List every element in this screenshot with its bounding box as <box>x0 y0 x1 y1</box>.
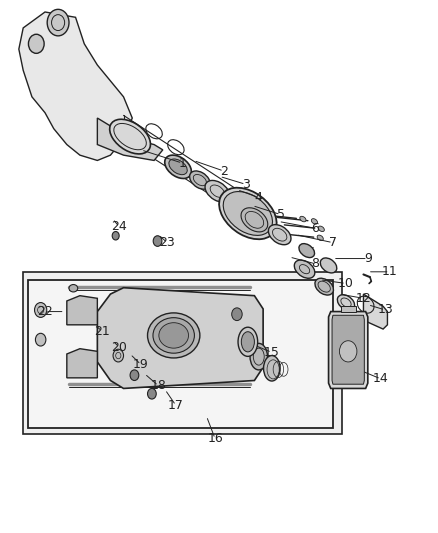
Ellipse shape <box>110 119 150 154</box>
Text: 3: 3 <box>241 178 249 191</box>
Text: 13: 13 <box>377 303 392 317</box>
Text: 15: 15 <box>263 346 279 359</box>
Text: 18: 18 <box>150 379 166 392</box>
Polygon shape <box>67 349 97 378</box>
Text: 10: 10 <box>337 277 353 290</box>
Text: 16: 16 <box>207 432 223 446</box>
Text: 19: 19 <box>133 358 148 371</box>
Text: 20: 20 <box>111 341 127 353</box>
Circle shape <box>35 303 47 317</box>
Text: 14: 14 <box>372 373 388 385</box>
Text: 6: 6 <box>311 222 319 235</box>
Text: 17: 17 <box>168 399 184 412</box>
Text: 22: 22 <box>37 305 53 318</box>
Polygon shape <box>19 12 132 160</box>
Ellipse shape <box>299 216 305 222</box>
Ellipse shape <box>311 219 317 224</box>
Ellipse shape <box>219 188 276 239</box>
Ellipse shape <box>240 208 267 232</box>
Ellipse shape <box>159 322 188 348</box>
Text: 11: 11 <box>381 265 396 278</box>
Ellipse shape <box>205 181 229 202</box>
Ellipse shape <box>263 356 279 381</box>
Ellipse shape <box>316 235 322 240</box>
Polygon shape <box>23 272 341 433</box>
Circle shape <box>153 236 162 246</box>
Circle shape <box>147 389 156 399</box>
Circle shape <box>112 231 119 240</box>
Ellipse shape <box>314 278 333 295</box>
Ellipse shape <box>237 327 257 357</box>
Ellipse shape <box>293 260 314 278</box>
Circle shape <box>231 308 242 320</box>
Circle shape <box>28 34 44 53</box>
Text: 23: 23 <box>159 236 175 249</box>
Polygon shape <box>97 288 262 389</box>
Circle shape <box>339 341 356 362</box>
Ellipse shape <box>169 159 187 175</box>
Polygon shape <box>97 118 162 160</box>
Ellipse shape <box>318 226 324 231</box>
Polygon shape <box>67 296 97 325</box>
Text: 2: 2 <box>219 165 227 177</box>
Text: 7: 7 <box>328 236 336 249</box>
Ellipse shape <box>223 191 272 236</box>
Ellipse shape <box>147 313 199 358</box>
Ellipse shape <box>164 155 191 179</box>
Polygon shape <box>363 294 387 329</box>
Text: 5: 5 <box>276 208 284 221</box>
Text: 9: 9 <box>363 252 371 265</box>
Text: 8: 8 <box>311 257 319 270</box>
Circle shape <box>47 10 69 36</box>
Polygon shape <box>340 306 355 312</box>
Ellipse shape <box>320 258 336 273</box>
Circle shape <box>130 370 138 381</box>
Ellipse shape <box>250 343 267 370</box>
Ellipse shape <box>241 332 254 352</box>
Circle shape <box>35 333 46 346</box>
Text: 4: 4 <box>254 191 262 204</box>
Ellipse shape <box>268 224 290 245</box>
Polygon shape <box>28 280 332 428</box>
Polygon shape <box>328 312 367 389</box>
Circle shape <box>113 349 123 362</box>
Text: 21: 21 <box>94 325 110 338</box>
Ellipse shape <box>336 295 354 310</box>
Text: 12: 12 <box>355 292 371 305</box>
Text: 1: 1 <box>178 157 186 169</box>
Ellipse shape <box>189 171 210 189</box>
Text: 24: 24 <box>111 220 127 233</box>
Ellipse shape <box>298 244 314 257</box>
Polygon shape <box>331 316 364 384</box>
Ellipse shape <box>152 318 194 353</box>
Ellipse shape <box>69 285 78 292</box>
